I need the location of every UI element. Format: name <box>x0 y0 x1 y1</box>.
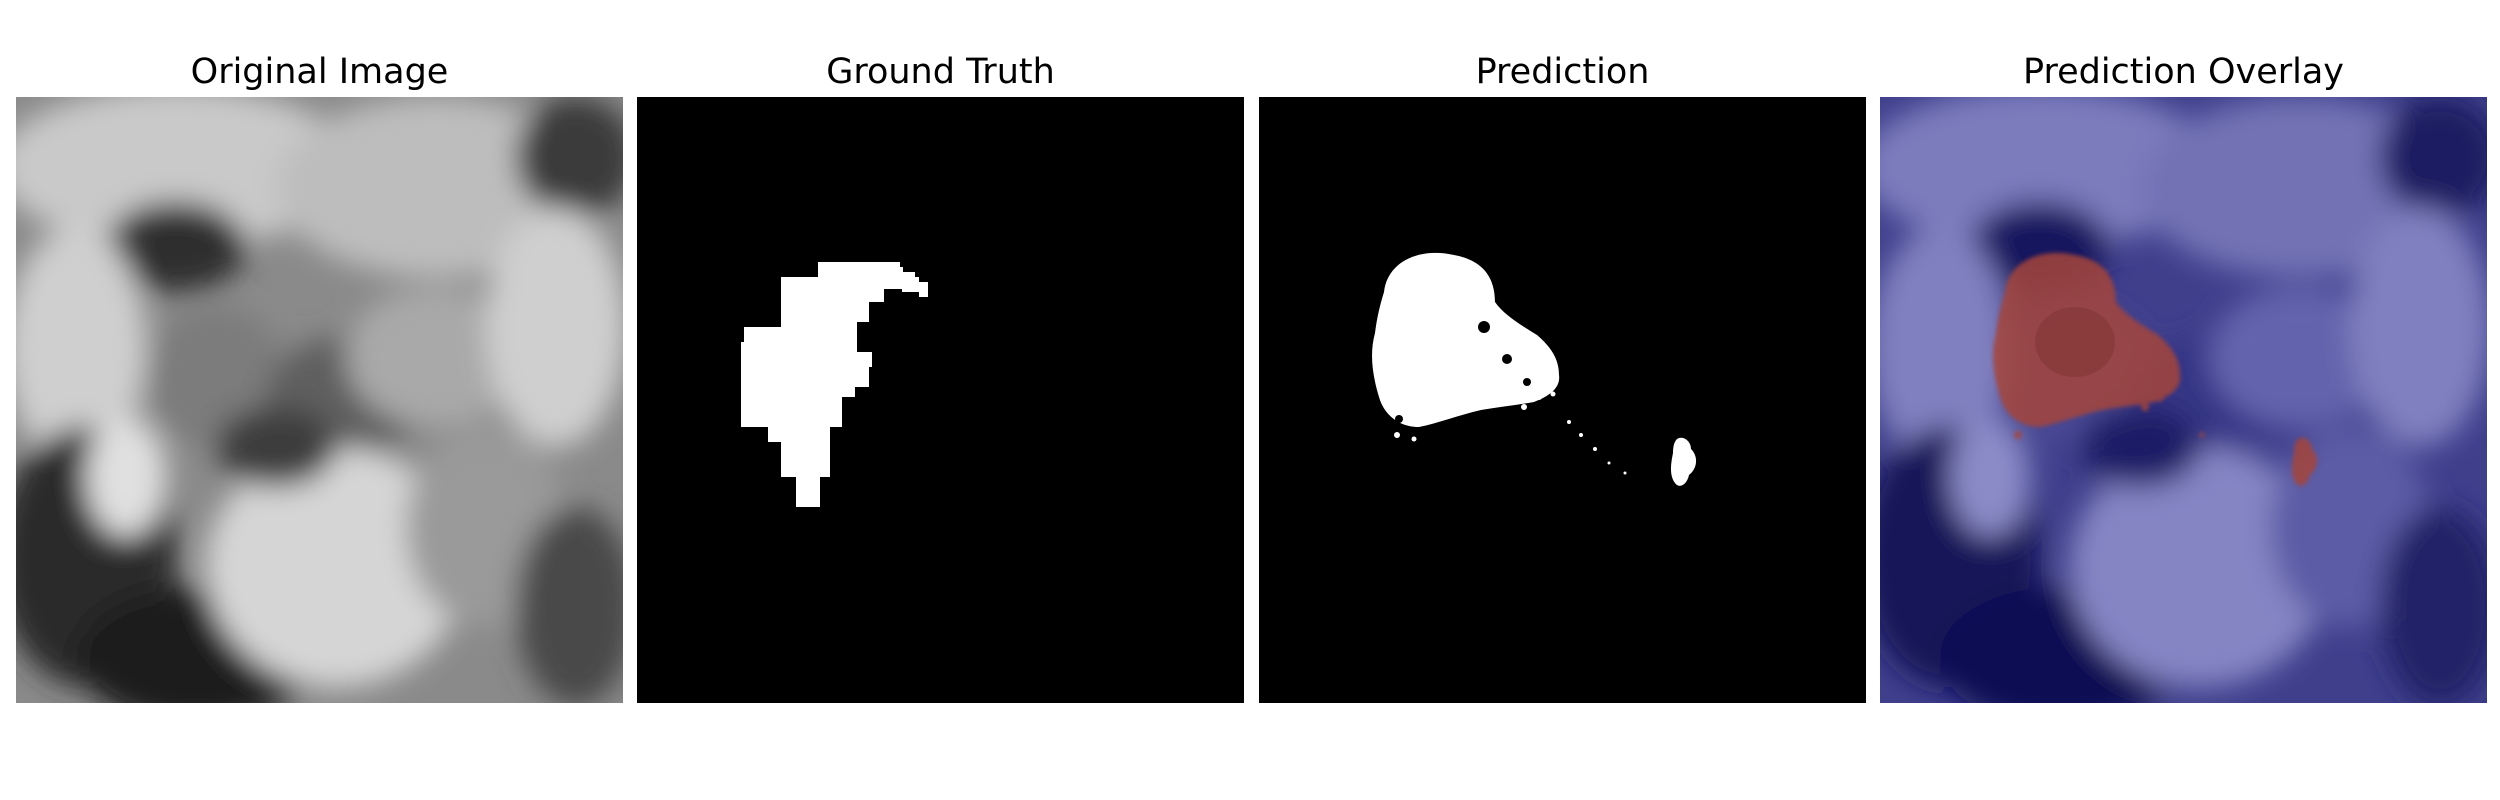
panel-title-ground-truth: Ground Truth <box>826 52 1055 92</box>
ground-truth-mask <box>637 97 1244 703</box>
panel-title-prediction: Prediction <box>1475 52 1650 92</box>
original-image <box>16 97 623 703</box>
prediction-overlay <box>1880 97 2487 703</box>
panel-title-prediction-overlay: Prediction Overlay <box>2022 52 2345 92</box>
prediction-mask <box>1259 97 1866 703</box>
panel-title-original-image: Original Image <box>190 52 449 92</box>
